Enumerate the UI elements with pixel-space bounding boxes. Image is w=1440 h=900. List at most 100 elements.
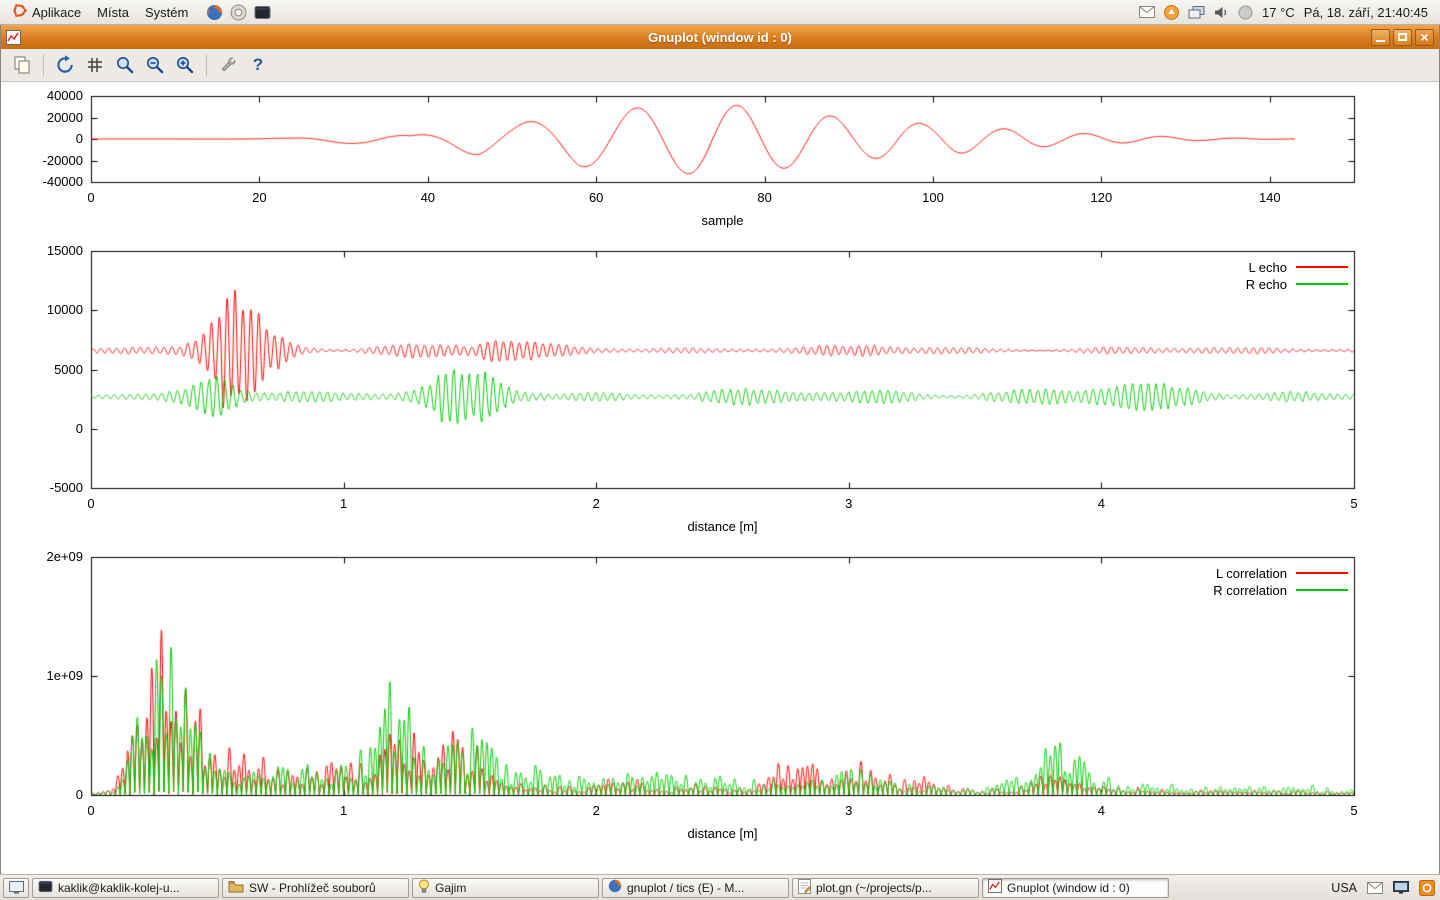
x-tick-label: 5 — [1350, 496, 1358, 511]
taskbar-task-file-manager[interactable]: SW - Prohlížeč souborů — [222, 877, 409, 898]
window-buttons: × — [1371, 28, 1434, 46]
y-tick-label: -20000 — [42, 152, 83, 168]
y-tick-label: 0 — [75, 420, 83, 436]
weather-icon[interactable] — [1238, 5, 1253, 20]
plot-canvas[interactable] — [1, 242, 1439, 552]
legend-entry: R correlation — [1213, 582, 1348, 598]
update-notifier-icon[interactable] — [1164, 4, 1180, 20]
gajim-icon — [418, 879, 430, 896]
x-tick-label: 2 — [592, 496, 600, 511]
legend: L correlation R correlation — [1213, 565, 1348, 598]
taskbar-task-editor[interactable]: plot.gn (~/projects/p... — [792, 877, 979, 898]
taskbar-task-gajim[interactable]: Gajim — [412, 877, 599, 898]
task-label: gnuplot / tics (E) - M... — [627, 880, 745, 895]
legend-line — [1296, 572, 1348, 574]
help-icon[interactable]: ? — [252, 55, 264, 74]
legend-label: L echo — [1248, 259, 1287, 275]
legend-entry: L correlation — [1213, 565, 1348, 581]
help-launcher-icon[interactable] — [230, 4, 247, 21]
plot-canvas[interactable] — [1, 552, 1439, 862]
keyboard-layout-indicator[interactable]: USA — [1331, 880, 1357, 895]
chart-echo: 0 1 2 3 4 5 -5000 0 5000 10000 15000 distance [m] L … — [1, 242, 1439, 552]
maximize-button[interactable] — [1393, 28, 1412, 46]
taskbar-task-firefox[interactable]: gnuplot / tics (E) - M... — [602, 877, 789, 898]
x-tick-label: 4 — [1097, 496, 1105, 511]
plot-area: 0 20 40 60 80 100 120 140 -40000 -20000 0 20000 4000… — [1, 82, 1439, 874]
update-icon[interactable] — [1419, 879, 1435, 896]
chart-correlation: 0 1 2 3 4 5 0 1e+09 2e+09 distance [m] L correlati… — [1, 549, 1439, 862]
task-label: Gnuplot (window id : 0) — [1007, 880, 1130, 895]
x-tick-label: 3 — [845, 803, 853, 818]
titlebar[interactable]: Gnuplot (window id : 0) × — [1, 25, 1439, 49]
panel-launchers — [206, 4, 271, 21]
zoom-icon[interactable] — [111, 52, 139, 78]
task-label: kaklik@kaklik-kolej-u... — [58, 880, 180, 895]
mail-icon[interactable] — [1367, 881, 1383, 894]
x-tick-label: 20 — [252, 190, 267, 205]
minimize-button[interactable] — [1371, 28, 1390, 46]
y-tick-label: 10000 — [46, 302, 83, 318]
menu-label: Místa — [97, 4, 129, 20]
legend-label: R correlation — [1213, 582, 1287, 598]
x-tick-label: 5 — [1350, 803, 1358, 818]
configure-icon[interactable] — [214, 52, 242, 78]
legend-entry: R echo — [1245, 276, 1348, 292]
menu-label: Systém — [144, 4, 189, 20]
y-tick-label: 20000 — [46, 109, 83, 125]
task-label: Gajim — [435, 880, 467, 895]
x-tick-label: 1 — [339, 803, 348, 818]
zoom-in-icon[interactable] — [171, 52, 199, 78]
text-editor-icon — [798, 878, 812, 897]
task-label: SW - Prohlížeč souborů — [249, 880, 376, 895]
gnuplot-icon — [988, 879, 1002, 896]
window-title: Gnuplot (window id : 0) — [648, 29, 792, 45]
taskbar-tray: USA — [1331, 879, 1437, 896]
legend-line — [1296, 283, 1348, 285]
toolbar-separator — [43, 54, 44, 76]
copy-icon[interactable] — [8, 52, 36, 78]
legend-line — [1296, 589, 1348, 591]
x-tick-label: 100 — [922, 190, 944, 205]
replot-icon[interactable] — [51, 52, 79, 78]
menu-places[interactable]: Místa — [89, 0, 137, 24]
terminal-launcher-icon[interactable] — [254, 5, 271, 20]
clock-label[interactable]: Pá, 18. září, 21:40:45 — [1303, 4, 1428, 20]
legend-label: L correlation — [1215, 565, 1287, 581]
toolbar: ? — [1, 49, 1439, 82]
x-tick-label: 4 — [1097, 803, 1105, 818]
x-axis-label: distance [m] — [687, 826, 758, 841]
terminal-icon — [38, 880, 53, 896]
x-tick-label: 2 — [592, 803, 600, 818]
show-desktop-button[interactable] — [3, 877, 29, 898]
x-tick-label: 140 — [1258, 190, 1281, 205]
network-icon[interactable] — [1188, 5, 1205, 19]
gnuplot-window: Gnuplot (window id : 0) × — [0, 25, 1440, 874]
grid-icon[interactable] — [81, 52, 109, 78]
legend-line — [1296, 266, 1348, 268]
legend: L echo R echo — [1245, 259, 1348, 292]
y-tick-label: 1e+09 — [46, 668, 83, 683]
ubuntu-logo-icon — [12, 3, 27, 21]
volume-icon[interactable] — [1214, 6, 1229, 19]
taskbar-task-gnuplot[interactable]: Gnuplot (window id : 0) — [982, 877, 1169, 898]
x-tick-label: 0 — [87, 803, 95, 818]
zoom-out-icon[interactable] — [141, 52, 169, 78]
panel-tray: 17 °C Pá, 18. září, 21:40:45 — [1139, 4, 1436, 20]
menu-applications[interactable]: Aplikace — [4, 0, 89, 24]
firefox-launcher-icon[interactable] — [206, 4, 223, 21]
legend-label: R echo — [1245, 276, 1287, 292]
mail-icon[interactable] — [1139, 6, 1156, 18]
x-tick-label: 60 — [588, 190, 604, 205]
firefox-icon — [608, 879, 622, 896]
temperature-label[interactable]: 17 °C — [1262, 4, 1295, 20]
y-tick-label: 0 — [75, 787, 83, 802]
x-tick-label: 80 — [757, 190, 772, 205]
menu-system[interactable]: Systém — [137, 0, 196, 24]
y-tick-label: 0 — [75, 131, 83, 146]
taskbar-task-terminal[interactable]: kaklik@kaklik-kolej-u... — [32, 877, 219, 898]
close-button[interactable]: × — [1415, 28, 1434, 46]
screen-icon[interactable] — [1393, 881, 1409, 894]
x-axis-label: distance [m] — [687, 519, 758, 534]
plot-canvas[interactable] — [1, 82, 1439, 242]
y-tick-label: 5000 — [54, 361, 83, 377]
